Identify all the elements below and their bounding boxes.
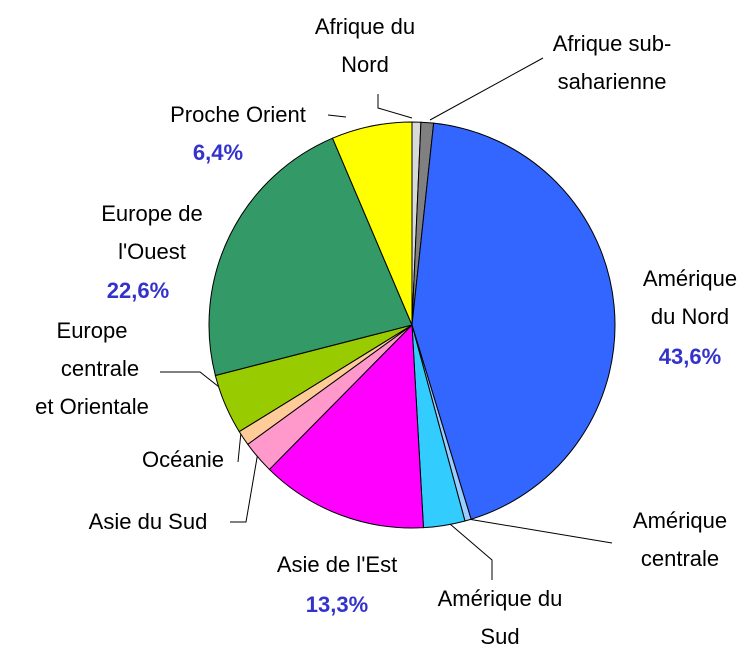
slice-label: Sud	[480, 624, 519, 647]
slice-label: Afrique du	[315, 14, 415, 39]
value-label: 43,6%	[659, 344, 721, 369]
slice-label: centrale	[61, 356, 139, 381]
slice-label: saharienne	[558, 69, 667, 94]
leader-line	[327, 114, 347, 118]
leader-line	[377, 94, 413, 119]
slice-label: Europe	[57, 318, 128, 343]
pie-slice	[268, 323, 425, 529]
slice-label: Proche Orient	[170, 102, 306, 127]
slice-label: Nord	[341, 52, 389, 77]
leader-line	[237, 431, 242, 463]
slice-label: Asie du Sud	[89, 509, 208, 534]
slice-label: l'Ouest	[118, 239, 186, 264]
slice-label: centrale	[641, 546, 719, 571]
pie-slice	[331, 121, 413, 326]
slice-label: et Orientale	[35, 394, 149, 419]
slice-label: du Nord	[651, 304, 729, 329]
value-label: 6,4%	[193, 140, 243, 165]
leader-lines	[160, 57, 613, 580]
slice-label: Europe de	[101, 201, 203, 226]
slice-label: Asie de l'Est	[277, 552, 397, 577]
pie-slice	[411, 122, 616, 520]
slice-label: Océanie	[142, 447, 224, 472]
leader-line	[467, 518, 613, 544]
pie-slice	[208, 137, 413, 377]
slice-label: Amérique	[633, 508, 727, 533]
leader-line	[449, 523, 493, 580]
slice-label: Amérique	[643, 266, 737, 291]
value-label: 13,3%	[306, 592, 368, 617]
slice-label: Afrique sub-	[553, 31, 672, 56]
slice-label: Amérique du	[438, 586, 563, 611]
value-label: 22,6%	[107, 278, 169, 303]
leader-line	[230, 451, 259, 523]
leader-line	[429, 57, 544, 121]
